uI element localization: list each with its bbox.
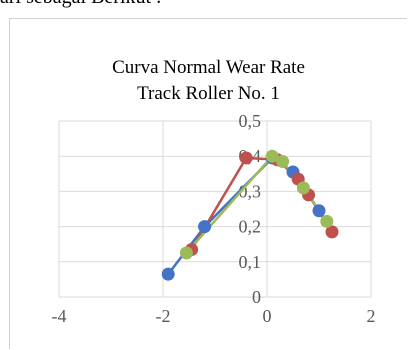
series-line-2 xyxy=(190,156,334,251)
chart-title-line-2: Track Roller No. 1 xyxy=(137,83,280,104)
data-point-series-2 xyxy=(325,225,339,239)
data-point-series-3 xyxy=(296,181,310,195)
data-point-series-3 xyxy=(320,214,334,228)
data-point-series-1 xyxy=(161,267,175,281)
page-header-text: ari sebagai Berikut : xyxy=(0,0,162,9)
y-tick-label: 0,1 xyxy=(239,252,262,272)
x-tick-label: 2 xyxy=(367,306,376,326)
data-point-series-2 xyxy=(239,151,253,165)
data-point-series-3 xyxy=(265,149,279,163)
chart-area: Curva Normal Wear Rate Track Roller No. … xyxy=(9,18,407,349)
data-point-series-1 xyxy=(312,204,326,218)
chart-plot: 00,10,20,30,40,5-4-202 xyxy=(52,111,376,326)
x-tick-label: -4 xyxy=(52,306,67,326)
chart-title-line-1: Curva Normal Wear Rate xyxy=(112,57,305,78)
data-point-series-1 xyxy=(198,220,212,234)
x-tick-label: -2 xyxy=(156,306,171,326)
series-line-3 xyxy=(185,154,328,254)
data-point-series-3 xyxy=(179,246,193,260)
y-tick-label: 0,5 xyxy=(239,111,262,131)
y-tick-label: 0 xyxy=(252,287,261,307)
x-tick-label: 0 xyxy=(263,306,272,326)
data-point-series-3 xyxy=(276,154,290,168)
y-tick-label: 0,2 xyxy=(239,217,262,237)
